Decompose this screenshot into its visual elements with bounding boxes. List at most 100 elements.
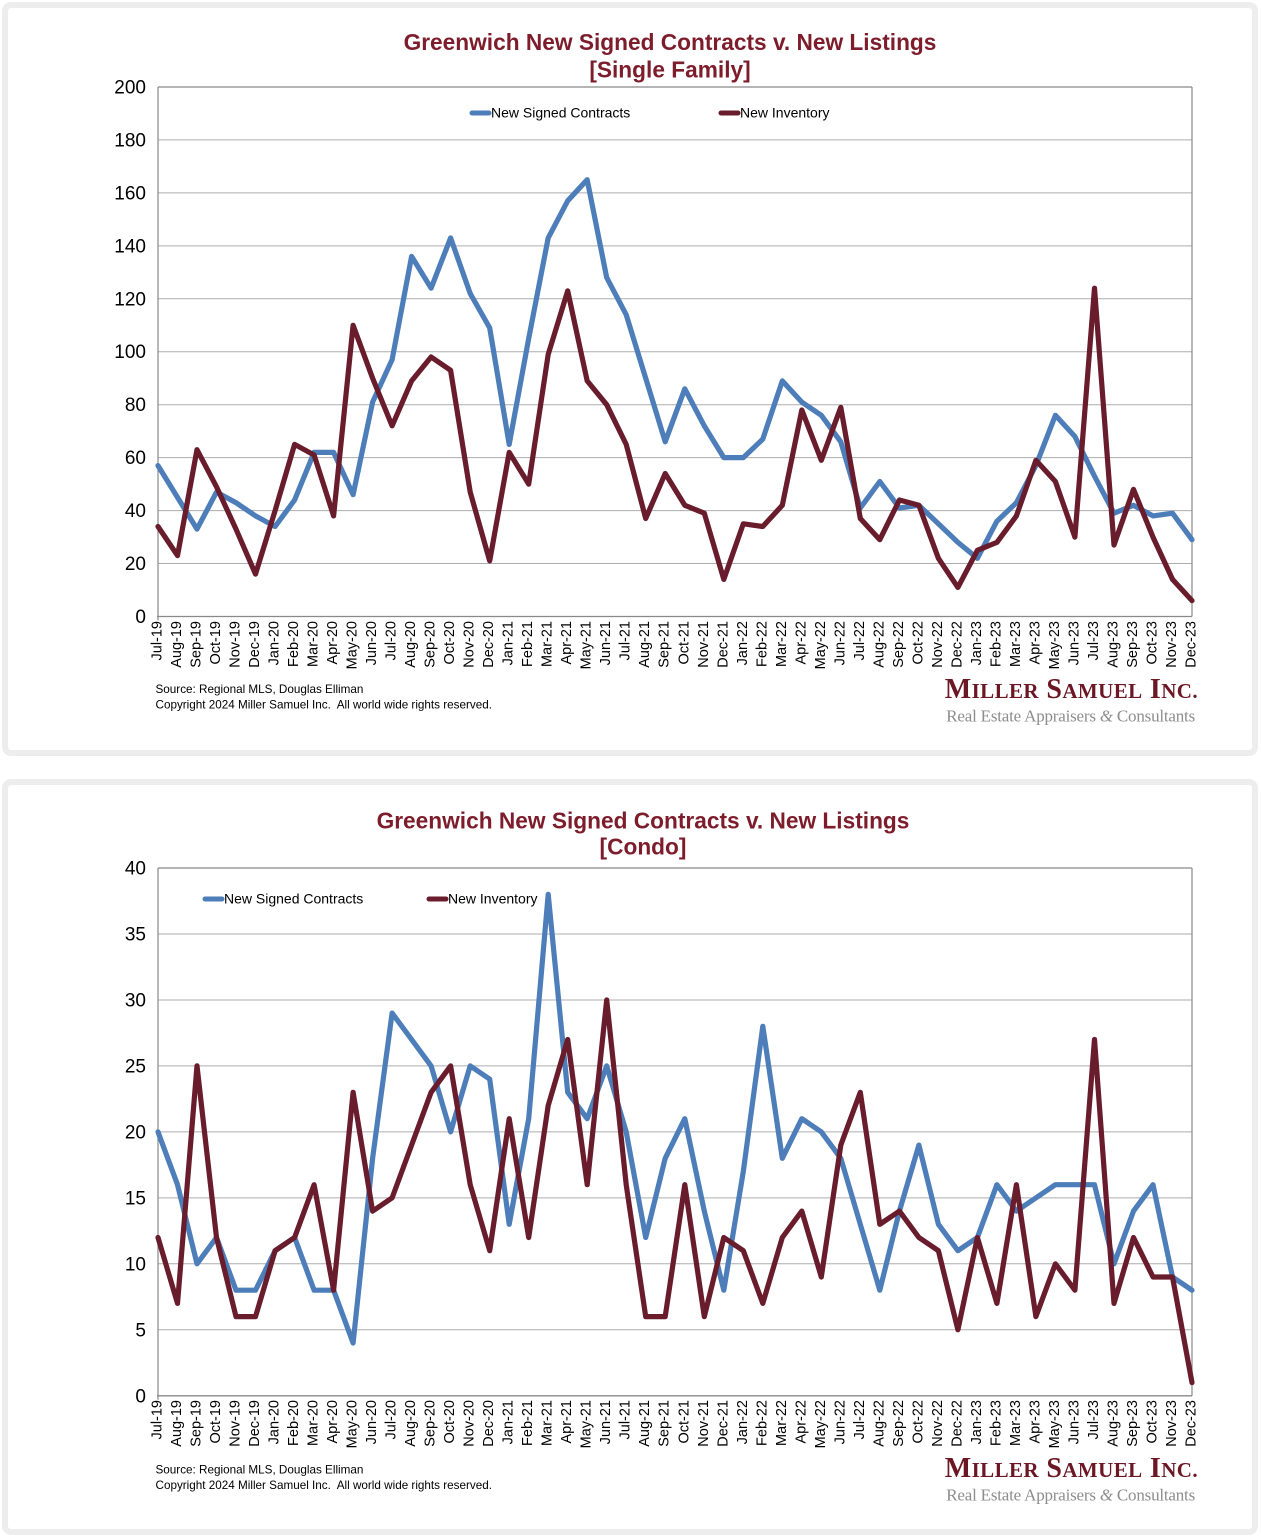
svg-text:Dec-19: Dec-19 [247, 621, 263, 668]
svg-text:Apr-21: Apr-21 [559, 1400, 575, 1444]
svg-text:MILLER SAMUEL INC.: MILLER SAMUEL INC. [945, 1453, 1198, 1484]
svg-text:Feb-21: Feb-21 [520, 621, 536, 667]
svg-text:Sep-19: Sep-19 [189, 621, 205, 668]
svg-text:Jan-21: Jan-21 [501, 1400, 517, 1444]
svg-text:5: 5 [135, 1320, 146, 1341]
svg-text:Mar-21: Mar-21 [540, 1400, 556, 1446]
svg-text:Jul-21: Jul-21 [618, 1400, 634, 1440]
svg-text:Real Estate Appraisers & Consu: Real Estate Appraisers & Consultants [946, 1486, 1195, 1505]
svg-text:0: 0 [135, 607, 146, 628]
svg-text:May-21: May-21 [579, 621, 595, 669]
svg-text:New Inventory: New Inventory [448, 891, 537, 907]
svg-text:Sep-20: Sep-20 [423, 621, 439, 668]
svg-text:Copyright 2024 Miller Samuel I: Copyright 2024 Miller Samuel Inc. All wo… [156, 1479, 492, 1492]
svg-text:Sep-22: Sep-22 [891, 1400, 907, 1447]
svg-text:Jan-23: Jan-23 [969, 1400, 985, 1444]
svg-text:Greenwich New Signed Contracts: Greenwich New Signed Contracts v. New Li… [404, 29, 937, 55]
svg-text:Apr-20: Apr-20 [325, 621, 341, 665]
svg-text:Nov-19: Nov-19 [228, 1400, 244, 1447]
svg-text:Oct-19: Oct-19 [208, 621, 224, 665]
svg-text:25: 25 [125, 1056, 146, 1077]
svg-text:Feb-20: Feb-20 [286, 621, 302, 667]
svg-text:Aug-23: Aug-23 [1106, 1400, 1122, 1447]
svg-text:Jan-20: Jan-20 [267, 621, 283, 665]
svg-text:Real Estate Appraisers & Consu: Real Estate Appraisers & Consultants [946, 707, 1195, 726]
svg-text:Aug-19: Aug-19 [169, 621, 185, 668]
svg-text:May-22: May-22 [813, 1400, 829, 1448]
svg-text:Jun-21: Jun-21 [598, 1400, 614, 1444]
svg-text:Mar-20: Mar-20 [306, 1400, 322, 1446]
svg-text:Oct-20: Oct-20 [442, 621, 458, 665]
svg-text:Apr-23: Apr-23 [1027, 621, 1043, 665]
svg-text:May-22: May-22 [813, 621, 829, 669]
svg-text:Feb-23: Feb-23 [988, 1400, 1004, 1446]
svg-text:Jun-22: Jun-22 [832, 1400, 848, 1444]
svg-text:Nov-21: Nov-21 [696, 1400, 712, 1447]
svg-text:Sep-19: Sep-19 [189, 1400, 205, 1447]
svg-text:Aug-22: Aug-22 [871, 1400, 887, 1447]
svg-text:Nov-23: Nov-23 [1164, 1400, 1180, 1447]
svg-text:Greenwich New Signed Contracts: Greenwich New Signed Contracts v. New Li… [377, 808, 910, 834]
svg-text:Source: Regional MLS, Douglas: Source: Regional MLS, Douglas Elliman [156, 683, 364, 696]
svg-text:New Signed Contracts: New Signed Contracts [224, 891, 363, 907]
svg-text:100: 100 [114, 342, 146, 363]
svg-text:140: 140 [114, 236, 146, 257]
svg-text:Mar-20: Mar-20 [306, 621, 322, 667]
svg-text:Sep-22: Sep-22 [891, 621, 907, 668]
svg-text:Jul-22: Jul-22 [852, 621, 868, 661]
svg-text:May-20: May-20 [345, 1400, 361, 1448]
svg-text:Aug-23: Aug-23 [1106, 621, 1122, 668]
svg-text:Feb-23: Feb-23 [988, 621, 1004, 667]
svg-text:120: 120 [114, 289, 146, 310]
svg-text:Jan-20: Jan-20 [267, 1400, 283, 1444]
svg-text:Jul-23: Jul-23 [1086, 1400, 1102, 1440]
svg-text:Sep-21: Sep-21 [657, 621, 673, 668]
svg-text:[Condo]: [Condo] [600, 834, 687, 860]
svg-text:Aug-21: Aug-21 [637, 1400, 653, 1447]
svg-text:Dec-21: Dec-21 [715, 621, 731, 668]
svg-text:Aug-20: Aug-20 [403, 621, 419, 668]
svg-text:Mar-23: Mar-23 [1008, 621, 1024, 667]
svg-text:20: 20 [125, 554, 146, 575]
svg-text:May-23: May-23 [1047, 1400, 1063, 1448]
svg-text:Aug-21: Aug-21 [637, 621, 653, 668]
svg-text:Oct-20: Oct-20 [442, 1400, 458, 1444]
svg-text:Dec-23: Dec-23 [1184, 621, 1200, 668]
svg-text:Oct-22: Oct-22 [910, 621, 926, 665]
svg-text:Apr-22: Apr-22 [793, 621, 809, 665]
svg-text:Oct-23: Oct-23 [1145, 621, 1161, 665]
svg-text:40: 40 [125, 501, 146, 522]
svg-text:Nov-20: Nov-20 [462, 621, 478, 668]
svg-text:Dec-19: Dec-19 [247, 1400, 263, 1447]
svg-text:Dec-21: Dec-21 [715, 1400, 731, 1447]
svg-text:Jan-23: Jan-23 [969, 621, 985, 665]
svg-text:[Single Family]: [Single Family] [589, 57, 750, 83]
svg-text:Jan-22: Jan-22 [735, 621, 751, 665]
svg-text:Jul-23: Jul-23 [1086, 621, 1102, 661]
svg-text:Jun-20: Jun-20 [364, 621, 380, 665]
svg-text:Mar-21: Mar-21 [540, 621, 556, 667]
svg-text:Feb-20: Feb-20 [286, 1400, 302, 1446]
svg-text:Jul-22: Jul-22 [852, 1400, 868, 1440]
svg-text:Jul-19: Jul-19 [150, 621, 166, 661]
svg-text:15: 15 [125, 1188, 146, 1209]
svg-text:Dec-22: Dec-22 [949, 1400, 965, 1447]
svg-text:35: 35 [125, 925, 146, 946]
svg-text:Oct-21: Oct-21 [676, 621, 692, 665]
svg-text:Apr-22: Apr-22 [793, 1400, 809, 1444]
svg-text:Oct-22: Oct-22 [910, 1400, 926, 1444]
svg-text:Jun-23: Jun-23 [1066, 621, 1082, 665]
svg-text:Feb-21: Feb-21 [520, 1400, 536, 1446]
svg-text:May-23: May-23 [1047, 621, 1063, 669]
svg-text:Apr-20: Apr-20 [325, 1400, 341, 1444]
svg-text:Source: Regional MLS, Douglas: Source: Regional MLS, Douglas Elliman [156, 1464, 364, 1477]
svg-text:200: 200 [114, 78, 146, 99]
svg-text:Nov-22: Nov-22 [930, 621, 946, 668]
svg-text:Nov-23: Nov-23 [1164, 621, 1180, 668]
svg-text:Nov-22: Nov-22 [930, 1400, 946, 1447]
svg-text:May-20: May-20 [345, 621, 361, 669]
svg-text:30: 30 [125, 991, 146, 1012]
svg-text:10: 10 [125, 1254, 146, 1275]
svg-text:160: 160 [114, 183, 146, 204]
svg-text:Dec-22: Dec-22 [949, 621, 965, 668]
